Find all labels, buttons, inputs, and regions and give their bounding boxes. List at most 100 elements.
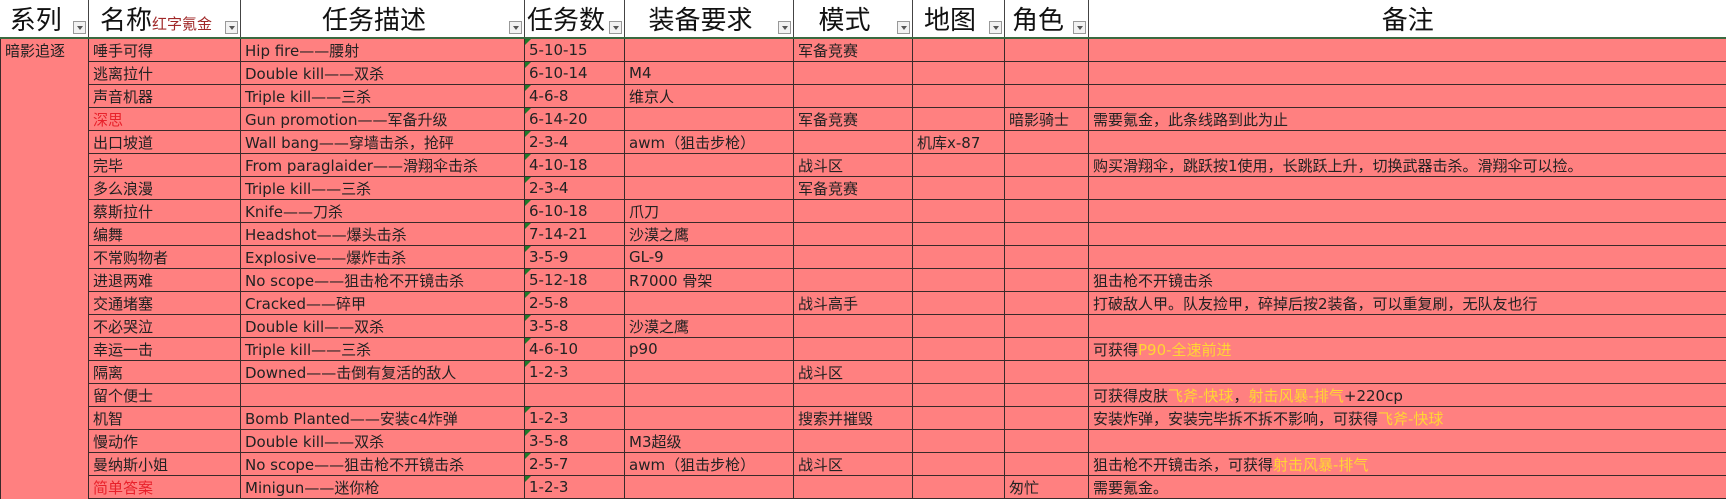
cell-map[interactable] [912,429,1005,453]
cell-map[interactable] [912,84,1005,108]
cell-mode[interactable] [793,199,913,223]
cell-note[interactable]: 狙击枪不开镜击杀，可获得射击风暴-排气 [1088,452,1726,476]
cell-mode[interactable] [793,268,913,292]
cell-series[interactable] [0,268,89,292]
cell-series[interactable]: 暗影追逐 [0,38,89,62]
cell-name[interactable]: 声音机器 [88,84,241,108]
cell-desc[interactable]: Triple kill——三杀 [240,176,525,200]
cell-series[interactable] [0,107,89,131]
cell-gear[interactable]: 沙漠之鹰 [624,222,794,246]
cell-series[interactable] [0,130,89,154]
filter-dropdown-icon[interactable] [778,21,791,34]
cell-desc[interactable]: Gun promotion——军备升级 [240,107,525,131]
cell-series[interactable] [0,61,89,85]
cell-map[interactable] [912,475,1005,499]
cell-note[interactable] [1088,429,1726,453]
cell-map[interactable] [912,176,1005,200]
cell-map[interactable] [912,314,1005,338]
cell-name[interactable]: 幸运一击 [88,337,241,361]
cell-role[interactable] [1004,245,1089,269]
cell-gear[interactable] [624,107,794,131]
cell-role[interactable] [1004,38,1089,62]
cell-mode[interactable]: 战斗高手 [793,291,913,315]
cell-gear[interactable]: 爪刀 [624,199,794,223]
cell-role[interactable] [1004,429,1089,453]
cell-count[interactable]: 2-3-4 [524,130,625,154]
cell-desc[interactable]: Headshot——爆头击杀 [240,222,525,246]
cell-count[interactable]: 1-2-3 [524,406,625,430]
cell-role[interactable] [1004,61,1089,85]
cell-desc[interactable]: No scope——狙击枪不开镜击杀 [240,268,525,292]
cell-series[interactable] [0,429,89,453]
cell-mode[interactable]: 军备竞赛 [793,38,913,62]
cell-name[interactable]: 慢动作 [88,429,241,453]
cell-note[interactable] [1088,84,1726,108]
cell-gear[interactable] [624,176,794,200]
cell-series[interactable] [0,84,89,108]
cell-role[interactable] [1004,176,1089,200]
cell-desc[interactable]: Minigun——迷你枪 [240,475,525,499]
cell-mode[interactable] [793,84,913,108]
cell-series[interactable] [0,475,89,499]
cell-desc[interactable]: Knife——刀杀 [240,199,525,223]
cell-count[interactable]: 2-5-7 [524,452,625,476]
cell-role[interactable] [1004,337,1089,361]
cell-role[interactable]: 暗影骑士 [1004,107,1089,131]
cell-name[interactable]: 不常购物者 [88,245,241,269]
cell-gear[interactable] [624,360,794,384]
cell-gear[interactable] [624,38,794,62]
cell-role[interactable] [1004,452,1089,476]
cell-mode[interactable] [793,222,913,246]
cell-count[interactable]: 5-12-18 [524,268,625,292]
cell-mode[interactable]: 搜索并摧毁 [793,406,913,430]
cell-name[interactable]: 唾手可得 [88,38,241,62]
cell-desc[interactable]: From paraglaider——滑翔伞击杀 [240,153,525,177]
cell-count[interactable]: 4-6-10 [524,337,625,361]
cell-desc[interactable]: Double kill——双杀 [240,61,525,85]
cell-count[interactable]: 4-6-8 [524,84,625,108]
cell-series[interactable] [0,452,89,476]
cell-name[interactable]: 留个便士 [88,383,241,407]
cell-series[interactable] [0,314,89,338]
cell-desc[interactable]: Double kill——双杀 [240,314,525,338]
cell-mode[interactable]: 战斗区 [793,452,913,476]
cell-gear[interactable]: awm（狙击步枪） [624,130,794,154]
cell-series[interactable] [0,153,89,177]
cell-note[interactable] [1088,245,1726,269]
cell-role[interactable]: 匆忙 [1004,475,1089,499]
cell-role[interactable] [1004,153,1089,177]
cell-series[interactable] [0,291,89,315]
cell-gear[interactable] [624,153,794,177]
cell-desc[interactable]: Wall bang——穿墙击杀，抢砰 [240,130,525,154]
cell-desc[interactable]: Explosive——爆炸击杀 [240,245,525,269]
cell-note[interactable] [1088,199,1726,223]
cell-gear[interactable] [624,475,794,499]
cell-map[interactable] [912,291,1005,315]
cell-name[interactable]: 进退两难 [88,268,241,292]
cell-note[interactable]: 安装炸弹，安装完毕拆不拆不影响，可获得飞斧-快球 [1088,406,1726,430]
cell-mode[interactable]: 军备竞赛 [793,176,913,200]
filter-dropdown-icon[interactable] [609,21,622,34]
cell-series[interactable] [0,245,89,269]
cell-note[interactable] [1088,176,1726,200]
cell-gear[interactable]: p90 [624,337,794,361]
cell-map[interactable] [912,38,1005,62]
filter-dropdown-icon[interactable] [897,21,910,34]
cell-name[interactable]: 交通堵塞 [88,291,241,315]
cell-count[interactable]: 2-5-8 [524,291,625,315]
cell-name[interactable]: 隔离 [88,360,241,384]
cell-role[interactable] [1004,314,1089,338]
cell-gear[interactable]: 沙漠之鹰 [624,314,794,338]
cell-desc[interactable]: Hip fire——腰射 [240,38,525,62]
cell-role[interactable] [1004,199,1089,223]
cell-map[interactable] [912,199,1005,223]
cell-series[interactable] [0,406,89,430]
cell-gear[interactable]: awm（狙击步枪） [624,452,794,476]
cell-count[interactable]: 3-5-8 [524,429,625,453]
cell-mode[interactable] [793,245,913,269]
cell-series[interactable] [0,222,89,246]
cell-note[interactable]: 打破敌人甲。队友捡甲，碎掉后按2装备，可以重复刷，无队友也行 [1088,291,1726,315]
cell-series[interactable] [0,176,89,200]
cell-note[interactable]: 购买滑翔伞，跳跃按1使用，长跳跃上升，切换武器击杀。滑翔伞可以捡。 [1088,153,1726,177]
cell-count[interactable]: 5-10-15 [524,38,625,62]
